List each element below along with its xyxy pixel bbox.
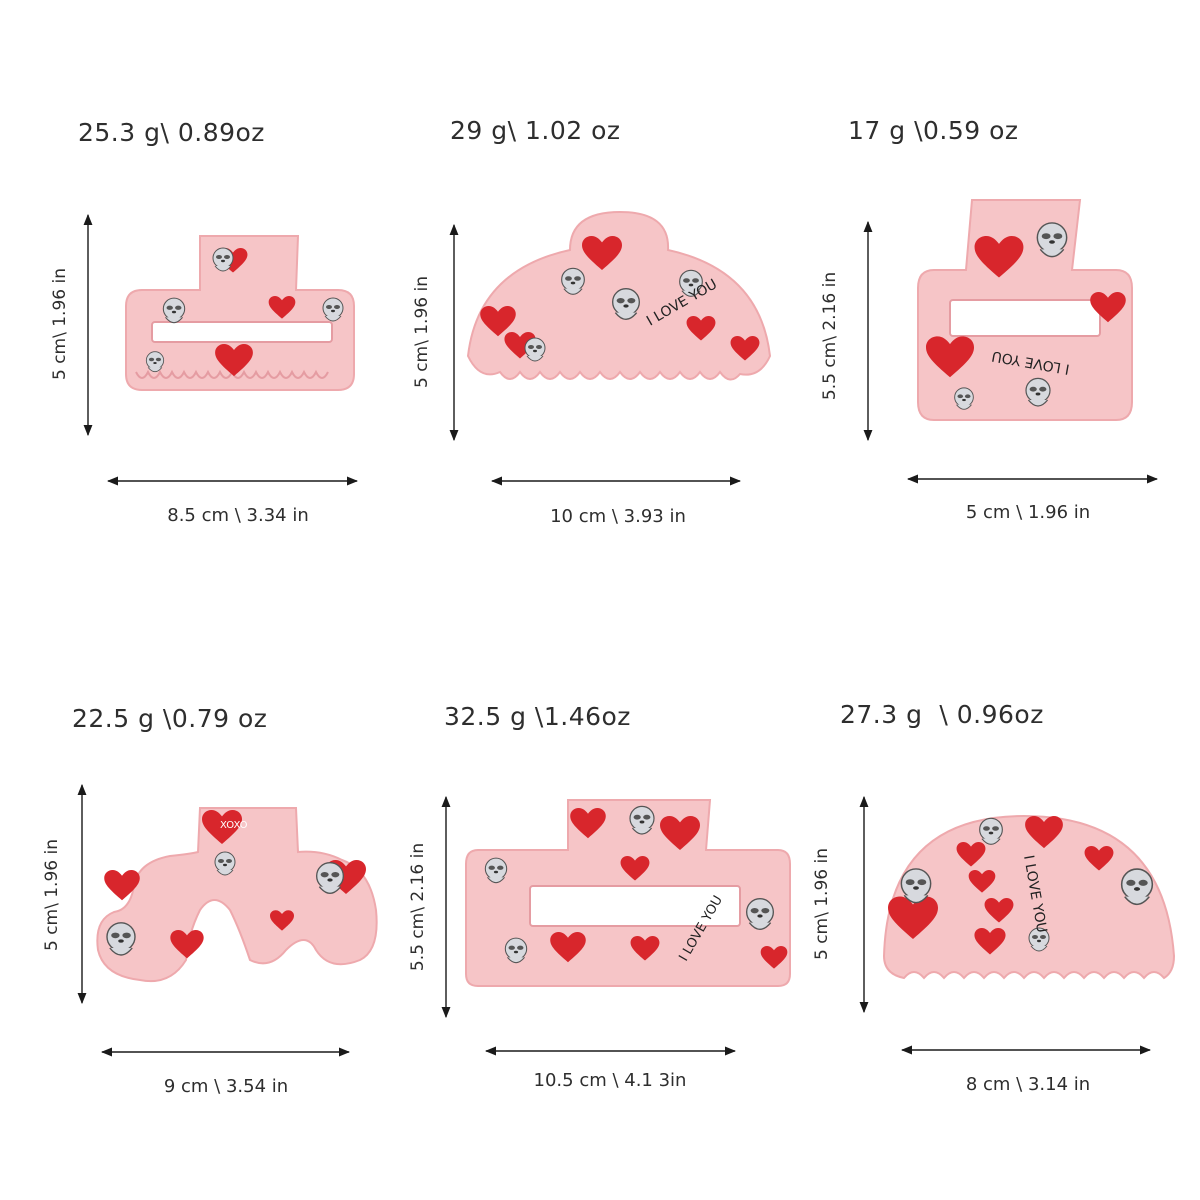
weight-label-6: 27.3 g \ 0.96oz xyxy=(840,700,1044,729)
claw-clip-1 xyxy=(125,235,355,391)
claw-clip-6: I LOVE YOU xyxy=(882,814,1176,980)
weight-label-3: 17 g \0.59 oz xyxy=(848,116,1019,145)
claw-clip-4: XOXO xyxy=(96,807,378,982)
width-label-2: 10 cm \ 3.93 in xyxy=(550,506,686,527)
weight-label-4: 22.5 g \0.79 oz xyxy=(72,704,268,733)
width-label-4: 9 cm \ 3.54 in xyxy=(163,1076,289,1097)
width-label-6: 8 cm \ 3.14 in xyxy=(965,1074,1091,1095)
weight-label-1: 25.3 g\ 0.89oz xyxy=(78,118,265,147)
width-label-3: 5 cm \ 1.96 in xyxy=(965,502,1091,523)
claw-clip-5: I LOVE YOU xyxy=(465,799,791,987)
clip-print-xoxo-4: XOXO xyxy=(220,820,248,831)
width-label-5: 10.5 cm \ 4.1 3in xyxy=(533,1070,687,1091)
weight-label-5: 32.5 g \1.46oz xyxy=(444,702,631,731)
weight-label-2: 29 g\ 1.02 oz xyxy=(450,116,621,145)
claw-clip-3: I LOVE YOU xyxy=(917,199,1133,421)
width-label-1: 8.5 cm \ 3.34 in xyxy=(167,505,309,526)
claw-clip-2: I LOVE YOU xyxy=(466,210,772,381)
